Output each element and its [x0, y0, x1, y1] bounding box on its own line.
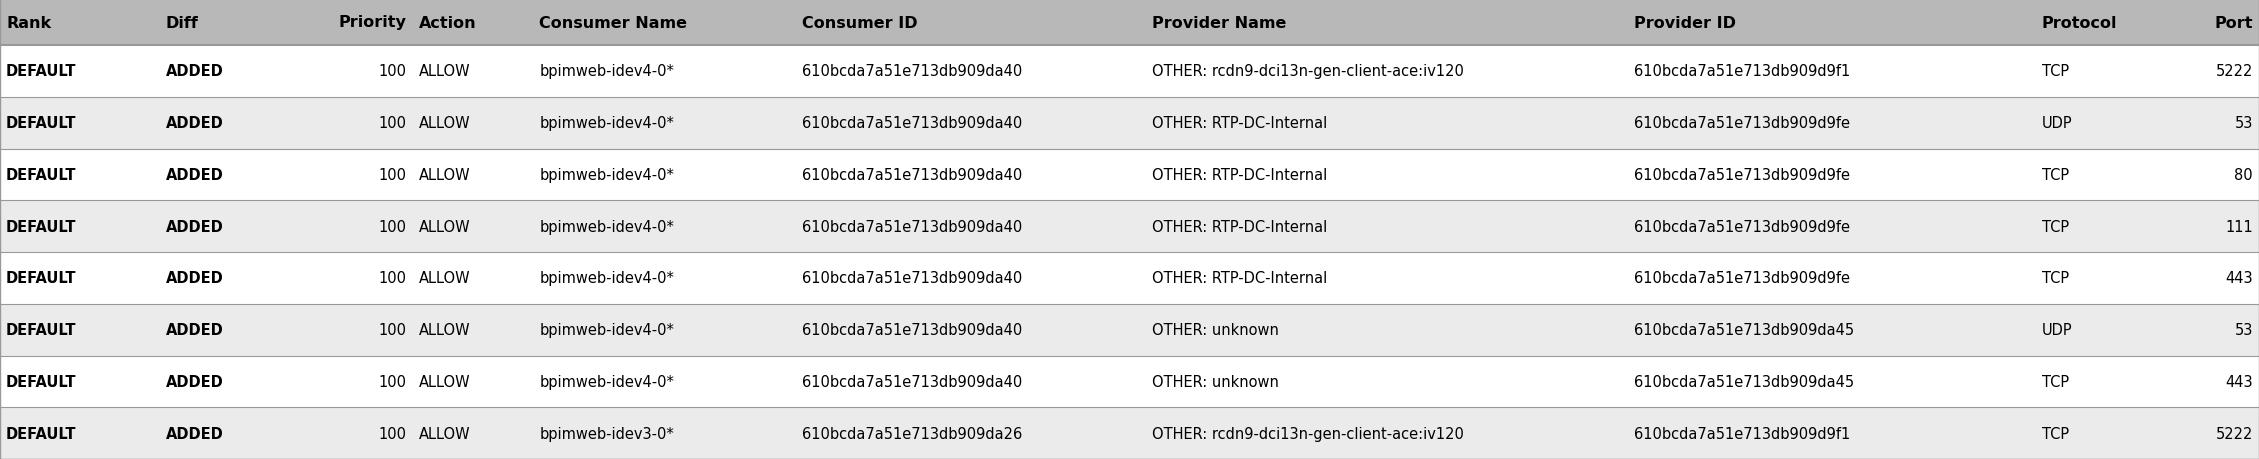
Text: 610bcda7a51e713db909da40: 610bcda7a51e713db909da40 — [802, 322, 1021, 337]
Text: TCP: TCP — [2042, 219, 2069, 234]
Text: 610bcda7a51e713db909d9fe: 610bcda7a51e713db909d9fe — [1633, 116, 1850, 131]
Text: OTHER: rcdn9-dci13n-gen-client-ace:iv120: OTHER: rcdn9-dci13n-gen-client-ace:iv120 — [1152, 425, 1464, 441]
Bar — [0, 149, 2259, 201]
Text: 5222: 5222 — [2216, 64, 2252, 79]
Text: 610bcda7a51e713db909d9fe: 610bcda7a51e713db909d9fe — [1633, 219, 1850, 234]
Text: 610bcda7a51e713db909da40: 610bcda7a51e713db909da40 — [802, 374, 1021, 389]
Bar — [0, 408, 2259, 459]
Text: Consumer ID: Consumer ID — [802, 16, 917, 30]
Text: 610bcda7a51e713db909d9fe: 610bcda7a51e713db909d9fe — [1633, 271, 1850, 286]
Text: bpimweb-idev4-0*: bpimweb-idev4-0* — [540, 168, 673, 183]
Text: Provider ID: Provider ID — [1633, 16, 1737, 30]
Text: 443: 443 — [2225, 374, 2252, 389]
Text: bpimweb-idev3-0*: bpimweb-idev3-0* — [540, 425, 673, 441]
Text: OTHER: RTP-DC-Internal: OTHER: RTP-DC-Internal — [1152, 271, 1328, 286]
Text: UDP: UDP — [2042, 322, 2072, 337]
Text: bpimweb-idev4-0*: bpimweb-idev4-0* — [540, 374, 673, 389]
Text: Diff: Diff — [165, 16, 199, 30]
Text: ALLOW: ALLOW — [418, 168, 470, 183]
Text: ADDED: ADDED — [165, 322, 224, 337]
Text: ADDED: ADDED — [165, 168, 224, 183]
Text: 100: 100 — [380, 219, 407, 234]
Text: ADDED: ADDED — [165, 425, 224, 441]
Text: DEFAULT: DEFAULT — [7, 322, 77, 337]
Text: OTHER: RTP-DC-Internal: OTHER: RTP-DC-Internal — [1152, 168, 1328, 183]
Text: OTHER: unknown: OTHER: unknown — [1152, 374, 1279, 389]
Text: DEFAULT: DEFAULT — [7, 425, 77, 441]
Text: 100: 100 — [380, 425, 407, 441]
Text: DEFAULT: DEFAULT — [7, 168, 77, 183]
Bar — [0, 97, 2259, 149]
Text: Action: Action — [418, 16, 477, 30]
Text: Protocol: Protocol — [2042, 16, 2117, 30]
Bar — [0, 356, 2259, 408]
Text: 100: 100 — [380, 64, 407, 79]
Text: 100: 100 — [380, 116, 407, 131]
Text: DEFAULT: DEFAULT — [7, 116, 77, 131]
Text: ALLOW: ALLOW — [418, 425, 470, 441]
Text: 111: 111 — [2225, 219, 2252, 234]
Text: bpimweb-idev4-0*: bpimweb-idev4-0* — [540, 219, 673, 234]
Text: Provider Name: Provider Name — [1152, 16, 1288, 30]
Text: 100: 100 — [380, 322, 407, 337]
Text: ALLOW: ALLOW — [418, 116, 470, 131]
Text: 610bcda7a51e713db909d9f1: 610bcda7a51e713db909d9f1 — [1633, 425, 1850, 441]
Text: ADDED: ADDED — [165, 116, 224, 131]
Text: 610bcda7a51e713db909da40: 610bcda7a51e713db909da40 — [802, 64, 1021, 79]
Text: DEFAULT: DEFAULT — [7, 219, 77, 234]
Bar — [0, 201, 2259, 252]
Text: DEFAULT: DEFAULT — [7, 271, 77, 286]
Text: DEFAULT: DEFAULT — [7, 374, 77, 389]
Bar — [0, 304, 2259, 356]
Text: DEFAULT: DEFAULT — [7, 64, 77, 79]
Text: 5222: 5222 — [2216, 425, 2252, 441]
Text: 610bcda7a51e713db909da40: 610bcda7a51e713db909da40 — [802, 116, 1021, 131]
Text: OTHER: unknown: OTHER: unknown — [1152, 322, 1279, 337]
Text: 80: 80 — [2234, 168, 2252, 183]
Text: Consumer Name: Consumer Name — [540, 16, 687, 30]
Text: 100: 100 — [380, 374, 407, 389]
Text: Port: Port — [2214, 16, 2252, 30]
Text: ALLOW: ALLOW — [418, 374, 470, 389]
Text: ADDED: ADDED — [165, 271, 224, 286]
Text: ALLOW: ALLOW — [418, 64, 470, 79]
Text: TCP: TCP — [2042, 64, 2069, 79]
Text: TCP: TCP — [2042, 374, 2069, 389]
Text: 443: 443 — [2225, 271, 2252, 286]
Text: bpimweb-idev4-0*: bpimweb-idev4-0* — [540, 322, 673, 337]
Text: ADDED: ADDED — [165, 219, 224, 234]
Text: ADDED: ADDED — [165, 374, 224, 389]
Text: Rank: Rank — [7, 16, 52, 30]
Text: UDP: UDP — [2042, 116, 2072, 131]
Text: ADDED: ADDED — [165, 64, 224, 79]
Text: 610bcda7a51e713db909da40: 610bcda7a51e713db909da40 — [802, 219, 1021, 234]
Text: 53: 53 — [2234, 322, 2252, 337]
Text: TCP: TCP — [2042, 271, 2069, 286]
Text: TCP: TCP — [2042, 425, 2069, 441]
Bar — [0, 252, 2259, 304]
Text: OTHER: RTP-DC-Internal: OTHER: RTP-DC-Internal — [1152, 219, 1328, 234]
Bar — [0, 46, 2259, 97]
Text: ALLOW: ALLOW — [418, 322, 470, 337]
Bar — [0, 0, 2259, 46]
Text: 100: 100 — [380, 168, 407, 183]
Text: TCP: TCP — [2042, 168, 2069, 183]
Text: Priority: Priority — [339, 16, 407, 30]
Text: bpimweb-idev4-0*: bpimweb-idev4-0* — [540, 271, 673, 286]
Text: 610bcda7a51e713db909d9fe: 610bcda7a51e713db909d9fe — [1633, 168, 1850, 183]
Text: ALLOW: ALLOW — [418, 219, 470, 234]
Text: 610bcda7a51e713db909da40: 610bcda7a51e713db909da40 — [802, 271, 1021, 286]
Text: 610bcda7a51e713db909da40: 610bcda7a51e713db909da40 — [802, 168, 1021, 183]
Text: 610bcda7a51e713db909d9f1: 610bcda7a51e713db909d9f1 — [1633, 64, 1850, 79]
Text: ALLOW: ALLOW — [418, 271, 470, 286]
Text: 53: 53 — [2234, 116, 2252, 131]
Text: 610bcda7a51e713db909da45: 610bcda7a51e713db909da45 — [1633, 322, 1855, 337]
Text: 610bcda7a51e713db909da45: 610bcda7a51e713db909da45 — [1633, 374, 1855, 389]
Text: OTHER: RTP-DC-Internal: OTHER: RTP-DC-Internal — [1152, 116, 1328, 131]
Text: bpimweb-idev4-0*: bpimweb-idev4-0* — [540, 64, 673, 79]
Text: 610bcda7a51e713db909da26: 610bcda7a51e713db909da26 — [802, 425, 1021, 441]
Text: bpimweb-idev4-0*: bpimweb-idev4-0* — [540, 116, 673, 131]
Text: 100: 100 — [380, 271, 407, 286]
Text: OTHER: rcdn9-dci13n-gen-client-ace:iv120: OTHER: rcdn9-dci13n-gen-client-ace:iv120 — [1152, 64, 1464, 79]
